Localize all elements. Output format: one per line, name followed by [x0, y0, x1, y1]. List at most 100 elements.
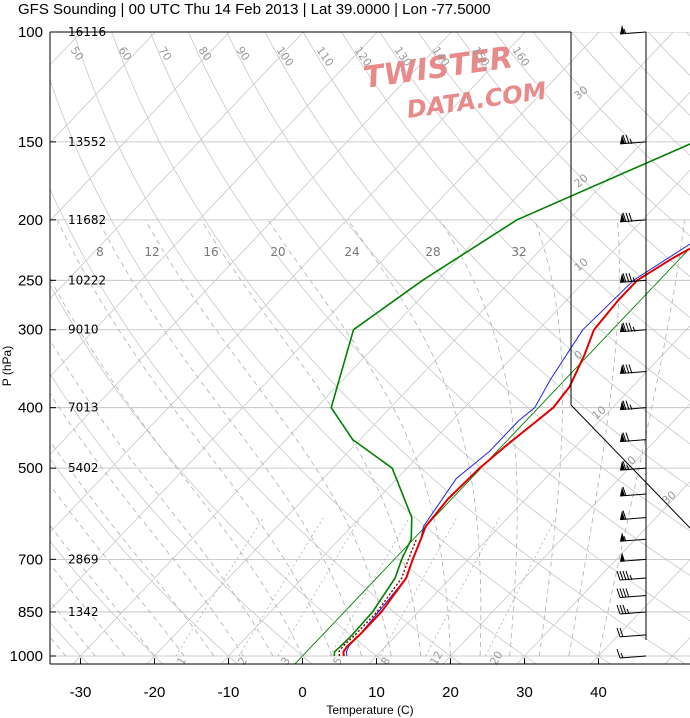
- wind-barb-flag: [625, 322, 630, 332]
- x-tick-label: -10: [218, 684, 240, 701]
- moist-adiabat-line: [439, 219, 518, 657]
- wind-barb-half: [623, 536, 627, 542]
- wind-barb-flag: [625, 364, 630, 374]
- wind-barb-pennant: [620, 532, 625, 542]
- y-tick-label: 1000: [10, 648, 43, 665]
- wind-barb-staff: [619, 655, 647, 659]
- y-tick-label: 150: [18, 134, 43, 151]
- height-label: 5402: [68, 461, 99, 475]
- dry-adiabat-label: 80: [196, 44, 215, 63]
- moist-adiabat-line: [0, 220, 7, 656]
- mixing-ratio-label: 3: [278, 655, 293, 668]
- wind-barb: [619, 460, 647, 471]
- height-label: 7013: [68, 401, 99, 415]
- dry-adiabat-line: [609, 32, 690, 116]
- moist-adiabat-line: [144, 219, 392, 657]
- x-axis-title: Temperature (C): [326, 703, 413, 717]
- wind-barb-staff: [619, 577, 647, 581]
- wind-barb: [616, 570, 647, 581]
- dry-adiabat-line: [341, 32, 690, 402]
- wind-barb: [619, 510, 647, 521]
- dry-adiabat-label: 60: [116, 44, 135, 63]
- mixing-ratio-label: 20: [487, 649, 505, 668]
- wind-barb-flag: [628, 212, 633, 223]
- wind-barb: [616, 604, 647, 615]
- wind-barb-flag: [622, 588, 627, 598]
- dry-adiabat-line: [685, 32, 690, 37]
- wind-barb-flag: [622, 460, 627, 471]
- wind-barb-flag: [622, 134, 627, 145]
- wind-barb-pennant: [620, 400, 625, 410]
- wind-barb-staff: [619, 595, 647, 599]
- wind-barb-flag: [628, 273, 633, 283]
- moist-adiabat-label: 20: [270, 245, 285, 259]
- x-tick-label: 10: [368, 684, 385, 701]
- x-tick-label: -20: [144, 684, 166, 701]
- isotherm-line: [516, 481, 690, 664]
- wind-barb: [619, 486, 647, 497]
- wind-barb: [619, 273, 647, 283]
- wind-barb-half: [632, 326, 636, 332]
- wind-barb-flag: [619, 604, 624, 615]
- isotherm-line: [50, 32, 600, 611]
- mixing-ratio-line: [238, 517, 324, 657]
- dry-adiabat-line: [50, 458, 239, 664]
- moist-adiabat-line: [50, 524, 155, 657]
- wind-barb-flag: [622, 510, 627, 520]
- isotherm-line: [146, 91, 690, 664]
- wind-barb-pennant: [620, 273, 625, 283]
- mixing-ratio-line: [425, 517, 500, 657]
- height-label: 16116: [68, 25, 106, 39]
- isotherm-line: [220, 169, 690, 664]
- isotherm-line: [50, 32, 378, 378]
- wind-barb-flag: [628, 364, 633, 374]
- wind-barb-flag: [622, 570, 627, 581]
- height-label: 9010: [68, 323, 99, 337]
- moist-adiabat-label: 8: [96, 245, 104, 259]
- wind-barb-pennant: [620, 322, 625, 332]
- dry-adiabat-label: 90: [234, 44, 253, 63]
- isotherm-line: [294, 247, 690, 664]
- wind-barb-flag: [625, 273, 630, 283]
- wind-barb-flag: [616, 648, 621, 659]
- y-tick-label: 500: [18, 460, 43, 477]
- wind-barb: [619, 400, 647, 411]
- x-tick-label: 0: [298, 684, 306, 701]
- dry-adiabat-line: [379, 32, 690, 360]
- wind-barb-flag: [616, 588, 621, 598]
- wind-barb-flag: [622, 400, 627, 410]
- moist-adiabat-line: [534, 219, 563, 657]
- wind-barb-half: [626, 608, 630, 615]
- dry-adiabat-label: 110: [314, 44, 337, 69]
- mixing-ratio-line: [379, 517, 458, 657]
- dry-adiabat-line: [50, 283, 388, 664]
- isotherm-line: [50, 32, 526, 533]
- parcel-trace-line: [338, 539, 418, 657]
- dry-adiabat-line: [50, 540, 164, 664]
- background-grid: [0, 32, 690, 664]
- y-tick-label: 400: [18, 400, 43, 417]
- dry-adiabat-line: [111, 32, 686, 664]
- wind-barb-flag: [622, 486, 627, 497]
- y-tick-label: 250: [18, 272, 43, 289]
- mixing-ratio-label: 5: [330, 655, 345, 668]
- isotherm-line: [590, 559, 690, 664]
- moist-adiabat-label: 12: [144, 245, 159, 259]
- wind-barb-pennant: [620, 486, 625, 496]
- dry-adiabat-line: [570, 32, 690, 156]
- wind-barb: [619, 532, 647, 542]
- y-axis-title: P (hPa): [0, 346, 14, 386]
- wind-barb-pennant: [620, 25, 625, 34]
- moist-adiabat-label: 32: [511, 245, 526, 259]
- wind-barb: [619, 134, 647, 145]
- mixing-ratio-line: [277, 517, 361, 657]
- wind-barb-flag: [625, 400, 630, 410]
- isotherm-line: [368, 325, 690, 664]
- wind-barb: [619, 212, 647, 223]
- isotherm-label: 10: [572, 255, 591, 274]
- wind-barb: [619, 364, 647, 374]
- wind-barb: [619, 552, 647, 562]
